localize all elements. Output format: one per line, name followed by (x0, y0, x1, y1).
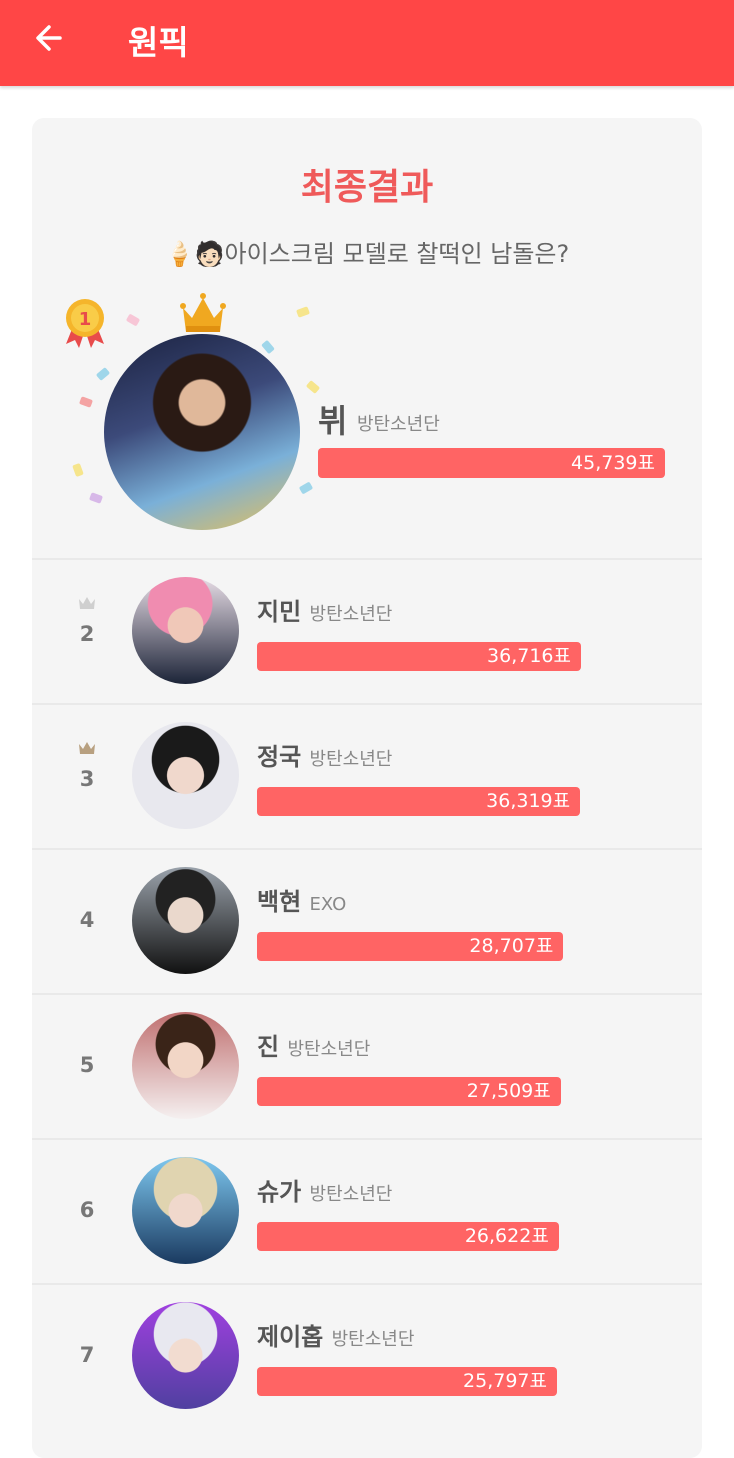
candidate-name: 백현 EXO (257, 882, 346, 917)
crown-icon (180, 293, 226, 332)
rank-number: 6 (79, 1198, 95, 1222)
vote-bar: 27,509표 (257, 1077, 561, 1106)
rank-number: 4 (79, 908, 95, 932)
winner-name: 뷔 (318, 402, 348, 440)
confetti (88, 492, 104, 504)
ranking-row[interactable]: 3 정국 방탄소년단 36,319표 (32, 703, 702, 848)
candidate-avatar (132, 722, 239, 829)
vote-bar: 36,716표 (257, 642, 581, 671)
confetti (78, 396, 94, 408)
question-text: 🍦🧑🏻아이스크림 모델로 찰떡인 남돌은? (164, 240, 570, 268)
candidate-group: 방탄소년단 (309, 1184, 393, 1205)
rank-number: 3 (79, 767, 95, 791)
winner-group: 방탄소년단 (357, 414, 440, 435)
winner-item[interactable]: 1 뷔 방탄소년단 45,739표 (32, 288, 702, 558)
candidate-avatar (132, 867, 239, 974)
arrow-left-icon[interactable] (30, 18, 70, 58)
candidate-name-text: 지민 (257, 598, 302, 626)
confetti (305, 380, 321, 394)
candidate-avatar (132, 1157, 239, 1264)
candidate-avatar (132, 1302, 239, 1409)
candidate-name-text: 슈가 (257, 1178, 302, 1206)
gold-medal-icon: 1 (66, 299, 104, 348)
app-title: 원픽 (128, 23, 189, 62)
candidate-group: 방탄소년단 (287, 1039, 371, 1060)
candidate-name: 지민 방탄소년단 (257, 592, 392, 627)
candidate-group: 방탄소년단 (331, 1329, 415, 1350)
candidate-name: 진 방탄소년단 (257, 1027, 370, 1062)
ranking-row[interactable]: 5 진 방탄소년단 27,509표 (32, 993, 702, 1138)
rank-number: 5 (79, 1053, 95, 1077)
vote-bar: 28,707표 (257, 932, 564, 961)
vote-bar: 36,319표 (257, 787, 581, 816)
candidate-name: 제이홉 방탄소년단 (257, 1317, 414, 1352)
winner-avatar (104, 334, 300, 530)
candidate-group: 방탄소년단 (309, 749, 393, 770)
candidate-name-text: 제이홉 (257, 1323, 324, 1351)
confetti (125, 313, 141, 327)
vote-bar: 26,622표 (257, 1222, 559, 1251)
candidate-name-text: 진 (257, 1033, 280, 1061)
candidate-avatar (132, 1012, 239, 1119)
confetti (261, 339, 275, 355)
ranking-row[interactable]: 7 제이홉 방탄소년단 25,797표 (32, 1283, 702, 1428)
app-bar: 원픽 (0, 0, 734, 86)
confetti (295, 306, 311, 318)
ranking-row[interactable]: 4 백현 EXO 28,707표 (32, 848, 702, 993)
candidate-avatar (132, 577, 239, 684)
candidate-name-text: 백현 (257, 888, 302, 916)
rank-crown-icon (79, 742, 95, 754)
candidate-group: 방탄소년단 (309, 604, 393, 625)
result-card: 최종결과 🍦🧑🏻아이스크림 모델로 찰떡인 남돌은? 1 뷔 방탄소년단 45,… (32, 118, 702, 1458)
result-heading: 최종결과 (300, 167, 434, 208)
rank-crown-icon (79, 597, 95, 609)
rank-number: 2 (79, 622, 95, 646)
ranking-row[interactable]: 6 슈가 방탄소년단 26,622표 (32, 1138, 702, 1283)
rank-number: 7 (79, 1343, 95, 1367)
candidate-name: 슈가 방탄소년단 (257, 1172, 392, 1207)
candidate-name: 정국 방탄소년단 (257, 737, 392, 772)
candidate-name-text: 정국 (257, 743, 302, 771)
confetti (298, 481, 314, 495)
candidate-group: EXO (309, 894, 347, 915)
vote-bar: 25,797표 (257, 1367, 557, 1396)
svg-text:1: 1 (79, 309, 92, 330)
winner-vote-bar: 45,739표 (318, 448, 665, 478)
confetti (95, 367, 111, 381)
confetti (72, 462, 84, 478)
ranking-row[interactable]: 2 지민 방탄소년단 36,716표 (32, 558, 702, 703)
